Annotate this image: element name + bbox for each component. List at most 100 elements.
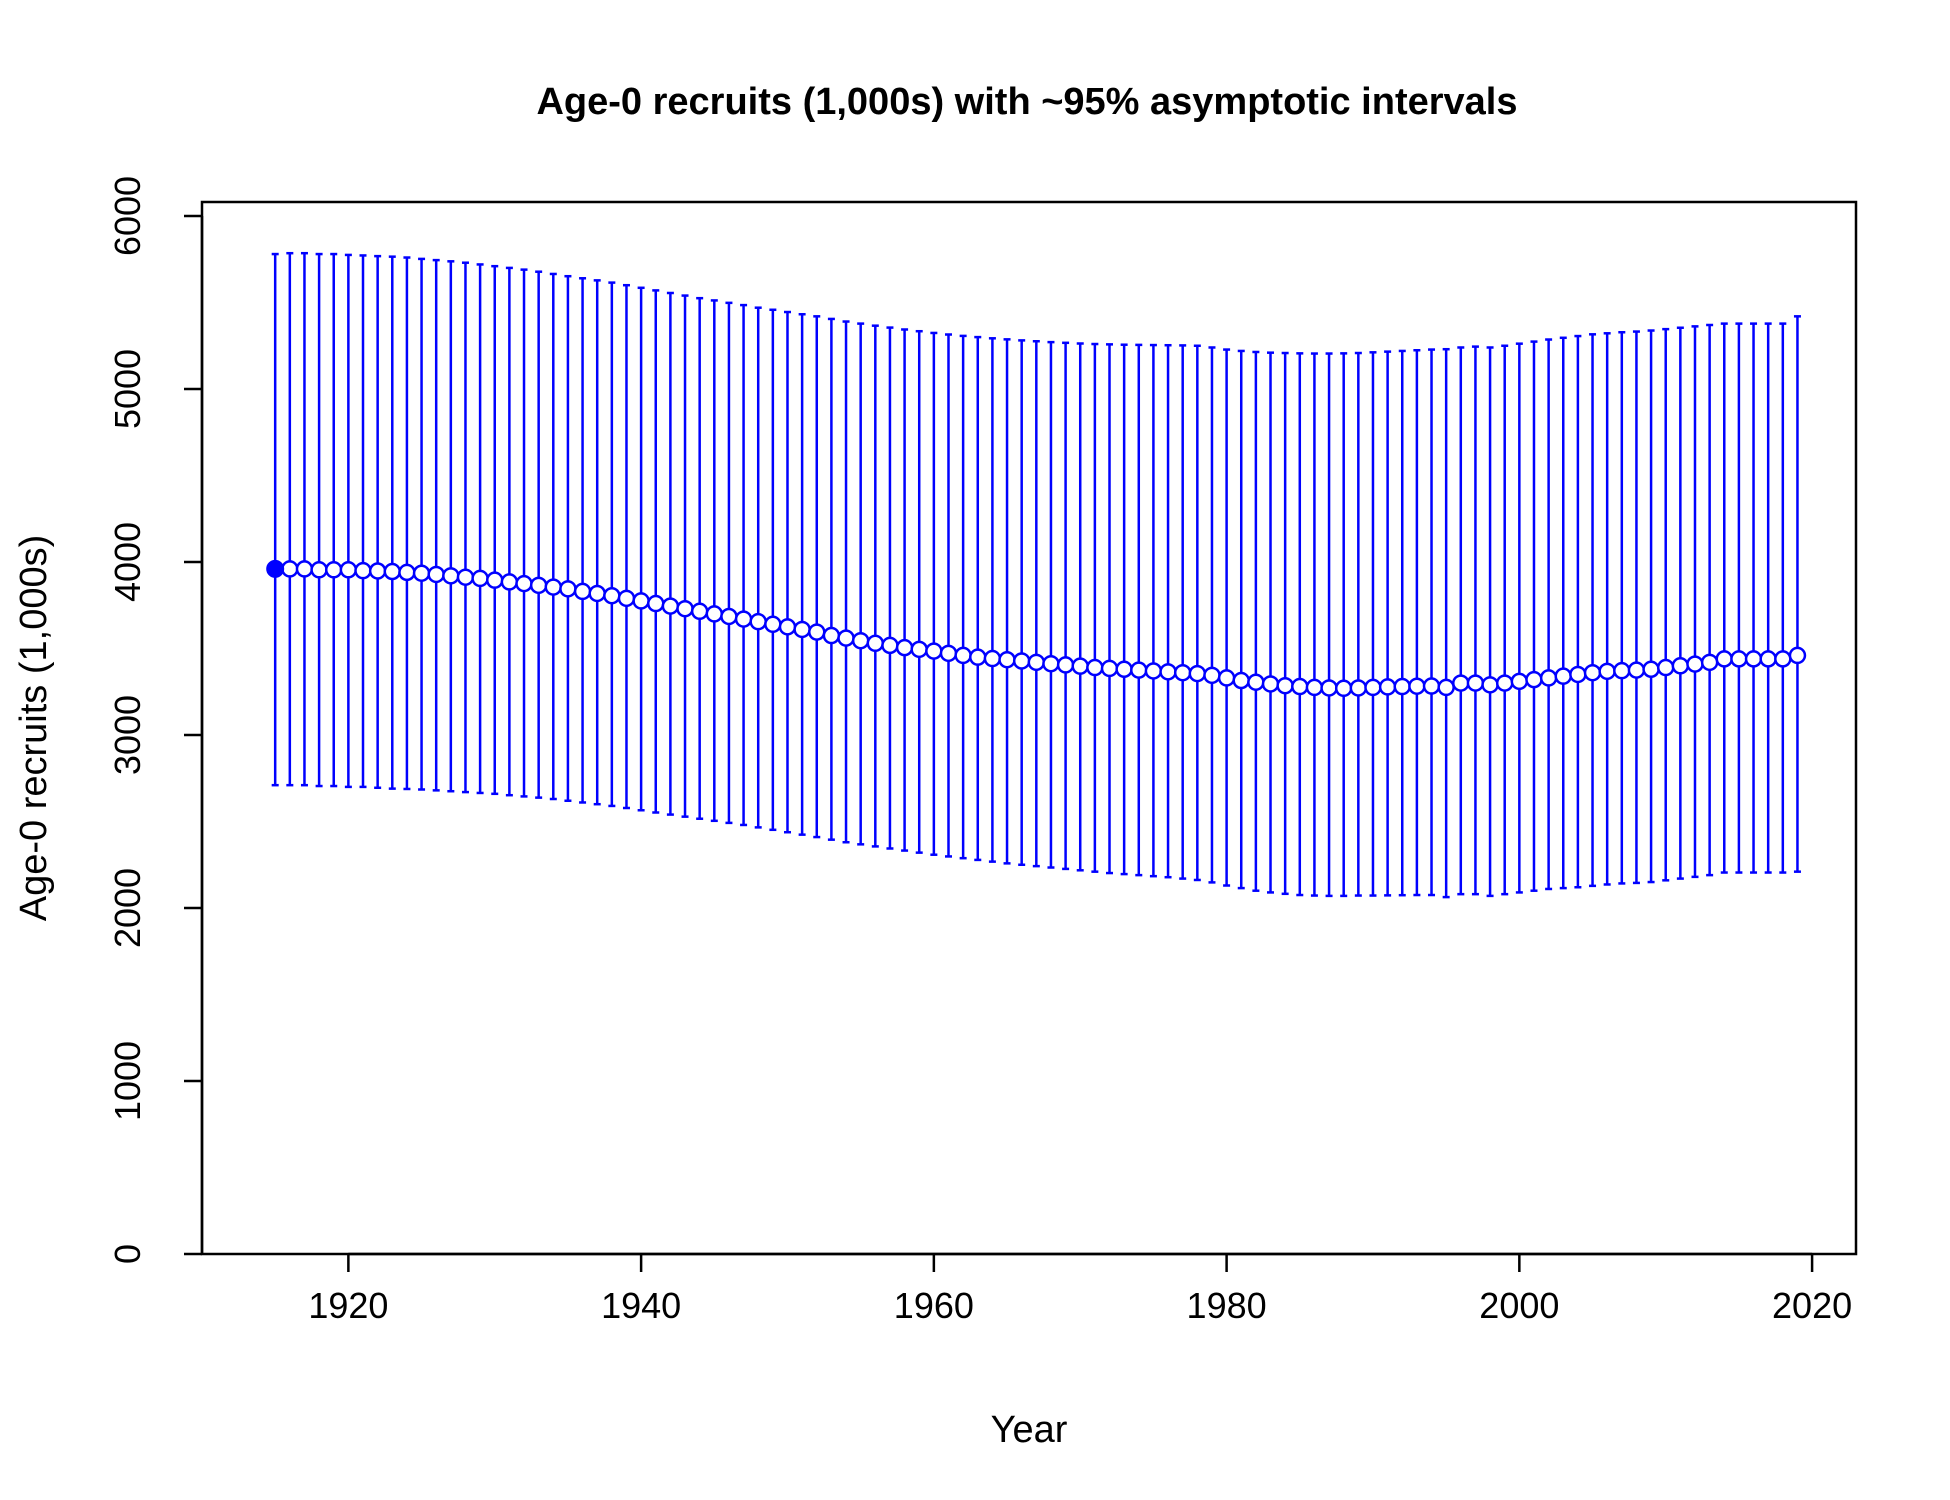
- x-axis: 1920 1940 1960 1980 2000 2020: [308, 1252, 1852, 1326]
- data-point: [808, 623, 826, 641]
- data-point: [793, 620, 811, 639]
- data-point: [1671, 657, 1690, 675]
- data-point: [720, 607, 738, 626]
- x-tick-label: 1940: [601, 1285, 681, 1326]
- data-point: [910, 640, 928, 659]
- data-point: [1788, 646, 1807, 665]
- data-point: [603, 586, 621, 605]
- data-point: [1569, 665, 1587, 684]
- data-point: [1115, 660, 1133, 679]
- data-point: [1334, 679, 1353, 698]
- data-point: [559, 580, 577, 598]
- data-point: [1744, 650, 1763, 668]
- data-point: [529, 576, 548, 595]
- data-point: [939, 644, 958, 663]
- data-point: [969, 648, 987, 666]
- data-point: [1056, 656, 1075, 674]
- data-point: [588, 584, 606, 603]
- data-point: [324, 561, 343, 579]
- chart-title: Age-0 recruits (1,000s) with ~95% asympt…: [536, 81, 1517, 123]
- data-point: [1232, 671, 1250, 690]
- data-point: [749, 612, 767, 631]
- data-point: [1730, 650, 1748, 668]
- data-point: [837, 629, 855, 647]
- data-point: [485, 571, 504, 589]
- data-point: [354, 561, 372, 580]
- data-point: [1071, 657, 1089, 675]
- data-point: [1774, 650, 1792, 668]
- data-point: [734, 610, 753, 628]
- data-point: [1437, 678, 1455, 697]
- data-point: [1525, 670, 1543, 689]
- data-point: [1642, 660, 1660, 679]
- data-point: [1086, 658, 1104, 677]
- data-point: [1539, 669, 1558, 687]
- y-axis-label: Age-0 recruits (1,000s): [13, 535, 55, 922]
- data-point: [310, 561, 328, 579]
- data-point: [866, 634, 885, 653]
- data-point: [983, 649, 1002, 668]
- data-point: [1012, 652, 1031, 670]
- data-point: [1291, 677, 1309, 696]
- data-point: [1408, 677, 1426, 695]
- data-point: [851, 631, 870, 650]
- data-point: [398, 563, 416, 582]
- data-point: [705, 605, 724, 623]
- y-tick-label: 4000: [107, 522, 148, 602]
- data-point: [1700, 653, 1719, 672]
- data-point: [998, 650, 1016, 669]
- data-point: [281, 560, 299, 578]
- y-tick-label: 6000: [107, 176, 148, 256]
- y-axis: 0 1000 2000 3000 4000 5000 6000: [107, 176, 204, 1264]
- data-point: [1554, 667, 1573, 685]
- y-tick-label: 0: [107, 1244, 148, 1264]
- data-point: [1320, 679, 1338, 697]
- data-point: [661, 597, 680, 615]
- y-tick-label: 1000: [107, 1041, 148, 1121]
- data-point: [295, 560, 314, 578]
- data-point: [1452, 674, 1470, 692]
- data-point: [1656, 658, 1675, 677]
- data-point: [471, 569, 489, 588]
- data-point: [500, 573, 519, 591]
- data-point: [1130, 661, 1148, 679]
- y-tick-label: 3000: [107, 695, 148, 775]
- data-point: [617, 589, 636, 608]
- data-point: [822, 626, 841, 645]
- data-point: [1466, 674, 1485, 692]
- data-point: [1203, 666, 1221, 685]
- data-point: [1393, 677, 1411, 696]
- data-point: [427, 565, 445, 584]
- data-point: [1364, 678, 1382, 697]
- data-point: [1042, 654, 1060, 673]
- x-tick-label: 1980: [1187, 1285, 1267, 1326]
- y-tick-label: 5000: [107, 349, 148, 429]
- x-axis-label: Year: [991, 1409, 1068, 1451]
- y-tick-label: 2000: [107, 868, 148, 948]
- data-point: [1144, 662, 1163, 680]
- data-point: [368, 562, 387, 580]
- data-point: [954, 646, 972, 665]
- data-point: [1247, 673, 1265, 691]
- data-point: [1217, 669, 1236, 687]
- data-point: [925, 642, 943, 660]
- data-point: [1613, 661, 1631, 680]
- data-point: [764, 615, 782, 634]
- data-point: [1627, 661, 1646, 679]
- data-point: [1159, 663, 1177, 681]
- data-point: [1261, 675, 1280, 693]
- data-point: [690, 602, 709, 621]
- data-point: [339, 561, 358, 579]
- data-point: [1495, 674, 1514, 692]
- data-point: [544, 578, 563, 596]
- data-point: [632, 592, 650, 610]
- data-point: [895, 638, 914, 657]
- data-point: [1276, 676, 1294, 695]
- data-point: [456, 568, 475, 586]
- data-point: [1598, 662, 1616, 681]
- x-tick-label: 1920: [308, 1285, 388, 1326]
- data-point: [1349, 679, 1368, 697]
- data-point: [647, 594, 665, 613]
- data-point: [412, 564, 431, 582]
